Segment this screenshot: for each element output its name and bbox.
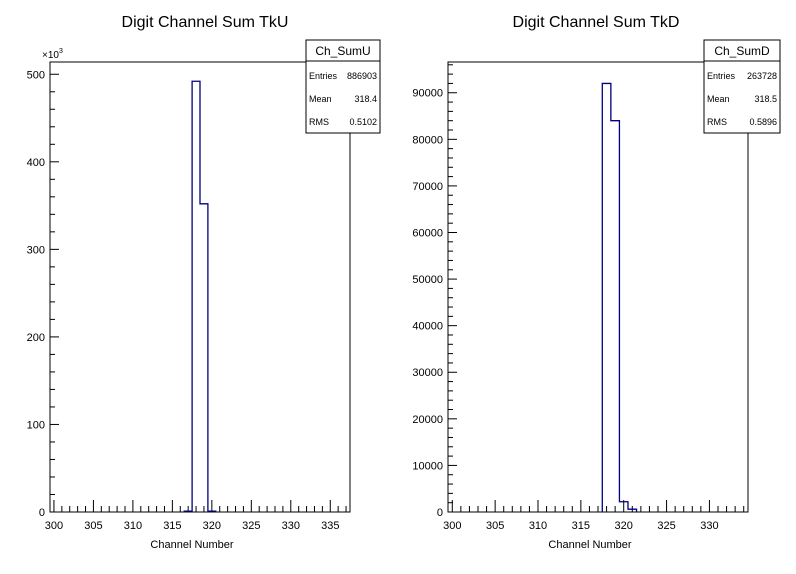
- histogram-panel-tku: Digit Channel Sum TkU 0 100 200 300 400 500 300…: [27, 14, 381, 551]
- x-tick-label: 325: [657, 520, 675, 532]
- plot-frame: [49, 61, 351, 513]
- stats-row-label: Mean: [309, 94, 332, 104]
- histogram-outline: [601, 82, 638, 512]
- x-tick-label: 325: [242, 520, 260, 532]
- y-tick-label: 100: [27, 419, 45, 431]
- y-tick-label: 0: [437, 507, 443, 519]
- stats-name: Ch_SumU: [315, 44, 370, 58]
- x-tick-label: 300: [45, 520, 63, 532]
- y-tick-label: 70000: [412, 181, 443, 193]
- stats-row-value: 318.5: [754, 94, 777, 104]
- histogram-outline: [183, 80, 217, 512]
- x-axis-label: Channel Number: [548, 539, 631, 551]
- x-tick-label: 330: [282, 520, 300, 532]
- y-tick-label: 40000: [412, 321, 443, 333]
- histogram-panel-tkd: Digit Channel Sum TkD 0 10000 20000 30000 400…: [412, 14, 781, 551]
- histogram-bin: [200, 204, 208, 512]
- y-tick-label: 90000: [412, 88, 443, 100]
- y-tick-label: 400: [27, 157, 45, 169]
- histogram-bin: [611, 121, 620, 512]
- stats-row-value: 886903: [347, 71, 377, 81]
- x-tick-label: 310: [124, 520, 142, 532]
- x-axis-label: Channel Number: [150, 539, 233, 551]
- chart-title: Digit Channel Sum TkU: [122, 14, 289, 31]
- histogram-bin: [192, 81, 200, 512]
- stats-row-label: Mean: [707, 94, 730, 104]
- x-tick-label: 315: [572, 520, 590, 532]
- histogram-bin: [619, 502, 628, 512]
- y-tick-label: 0: [39, 507, 45, 519]
- y-tick-label: 30000: [412, 367, 443, 379]
- x-tick-label: 335: [321, 520, 339, 532]
- x-tick-label: 300: [443, 520, 461, 532]
- stats-row-value: 0.5102: [349, 117, 377, 127]
- x-tick-label: 320: [203, 520, 221, 532]
- plot-frame: [447, 61, 749, 513]
- x-tick-label: 310: [529, 520, 547, 532]
- x-tick-label: 305: [84, 520, 102, 532]
- stats-row-label: Entries: [707, 71, 736, 81]
- stats-row-label: RMS: [309, 117, 329, 127]
- y-tick-label: 200: [27, 332, 45, 344]
- stats-box: [703, 39, 781, 134]
- stats-row-value: 263728: [747, 71, 777, 81]
- stats-row-label: RMS: [707, 117, 727, 127]
- y-tick-label: 500: [27, 69, 45, 81]
- x-tick-label: 330: [700, 520, 718, 532]
- histogram-bin: [602, 83, 611, 512]
- x-tick-label: 320: [615, 520, 633, 532]
- stats-row-label: Entries: [309, 71, 338, 81]
- x-tick-label: 305: [486, 520, 504, 532]
- stats-row-value: 318.4: [354, 94, 377, 104]
- y-tick-label: 60000: [412, 227, 443, 239]
- y-tick-label: 10000: [412, 460, 443, 472]
- histogram-bin: [628, 509, 637, 512]
- stats-name: Ch_SumD: [714, 44, 770, 58]
- y-multiplier-exponent: 3: [59, 48, 63, 55]
- y-tick-label: 50000: [412, 274, 443, 286]
- y-tick-label: 20000: [412, 414, 443, 426]
- stats-row-value: 0.5896: [749, 117, 777, 127]
- histogram-bin: [184, 511, 192, 512]
- chart-title: Digit Channel Sum TkD: [513, 14, 680, 31]
- stats-box: [305, 39, 381, 134]
- histogram-bin: [208, 511, 216, 512]
- x-tick-label: 315: [163, 520, 181, 532]
- y-multiplier-label: ×10: [42, 50, 59, 61]
- y-tick-label: 80000: [412, 134, 443, 146]
- y-tick-label: 300: [27, 244, 45, 256]
